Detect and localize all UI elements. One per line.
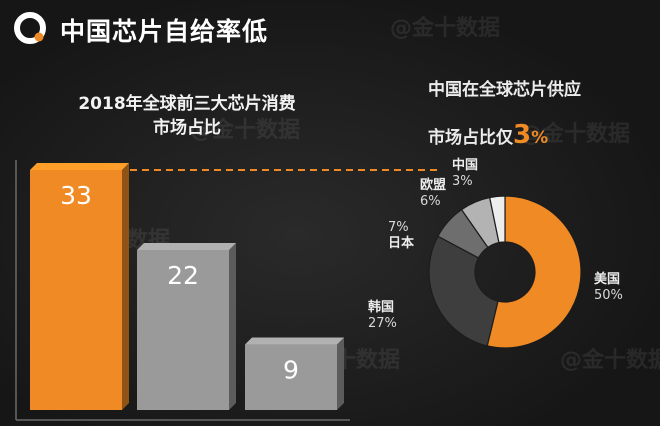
bar-chart-title: 2018年全球前三大芯片消费 市场占比 — [22, 92, 352, 140]
donut-slice-2 — [428, 235, 499, 347]
donut-label-3: 7% 日本 — [388, 220, 414, 252]
bar-side-face — [122, 163, 129, 410]
page-title: 中国芯片自给率低 — [60, 17, 269, 46]
donut-label-value: 50% — [594, 288, 623, 303]
donut-label-name: 韩国 — [368, 300, 395, 315]
donut-label-name: 日本 — [388, 236, 415, 251]
donut-label-name: 中国 — [452, 158, 479, 173]
supply-share-unit: % — [531, 128, 549, 148]
donut-label-value: 3% — [452, 174, 473, 189]
donut-label-5: 中国 3% — [452, 158, 478, 190]
bar-front-face — [245, 344, 337, 410]
bar-series: 33 22 9 — [30, 163, 344, 410]
bar-1: 33 — [30, 163, 129, 410]
donut-label-2: 韩国 27% — [368, 300, 397, 332]
brand-logo-icon — [14, 12, 46, 44]
header-bar: 中国芯片自给率低 — [0, 0, 660, 56]
donut-slice-1 — [486, 195, 582, 349]
bar-chart-title-line2: 市场占比 — [153, 118, 221, 138]
bar-chart-title-line1: 2018年全球前三大芯片消费 — [78, 94, 296, 114]
donut-label-name: 欧盟 — [420, 178, 447, 193]
donut-series — [428, 195, 582, 349]
supply-share-line1: 中国在全球芯片供应 — [428, 80, 581, 100]
bar-front-face — [30, 170, 122, 410]
donut-label-4: 欧盟 6% — [420, 178, 446, 210]
bar-top-face — [30, 163, 129, 170]
donut-label-value: 6% — [420, 194, 441, 209]
donut-label-value: 7% — [388, 220, 409, 235]
bar-value-label: 9 — [283, 356, 299, 385]
donut-label-1: 美国 50% — [594, 272, 623, 304]
bar-side-face — [229, 243, 236, 410]
bar-side-face — [337, 337, 344, 410]
bar-value-label: 33 — [60, 181, 92, 210]
supply-share-note: 中国在全球芯片供应 市场占比仅3% — [428, 78, 658, 150]
supply-share-value: 3 — [513, 120, 532, 150]
bar-2: 22 — [137, 243, 236, 410]
bar-3: 9 — [245, 337, 344, 410]
bar-top-face — [245, 337, 344, 345]
bar-value-label: 22 — [167, 261, 199, 290]
donut-slice-5 — [488, 195, 506, 244]
bar-front-face — [137, 250, 229, 410]
supply-share-prefix: 市场占比仅 — [428, 128, 513, 148]
donut-label-name: 美国 — [594, 272, 621, 287]
donut-label-value: 27% — [368, 316, 397, 331]
bar-top-face — [137, 243, 236, 250]
supply-share-line2: 市场占比仅3% — [428, 120, 658, 150]
